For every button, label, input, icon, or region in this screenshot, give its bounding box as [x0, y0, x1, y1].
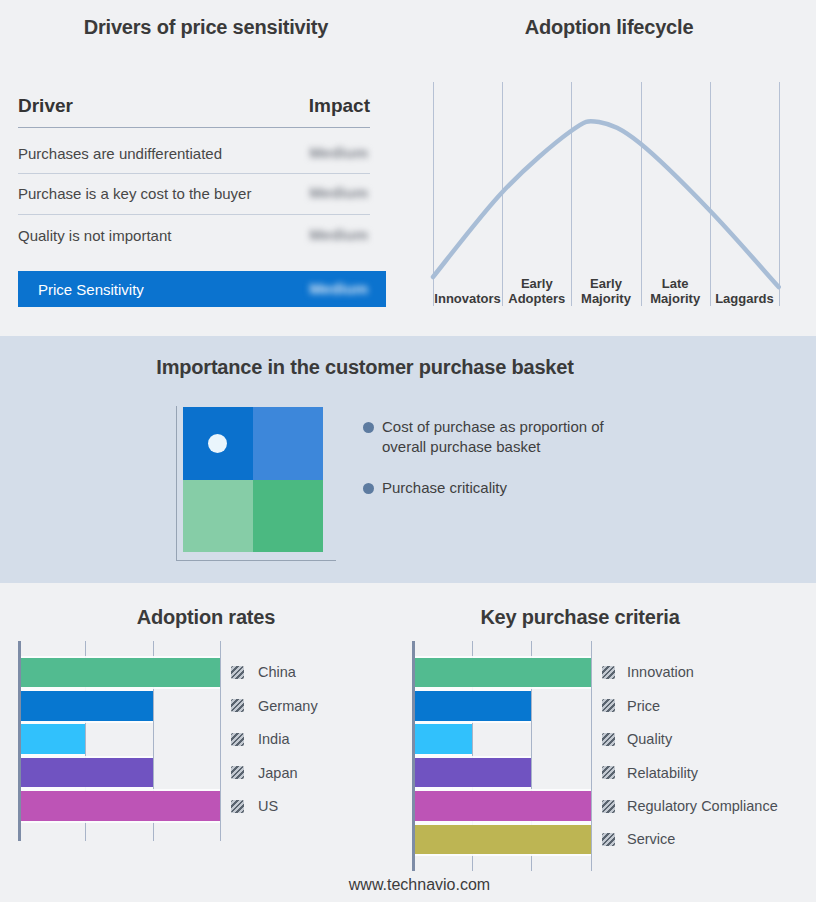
- adoption_rates-bar-China: [21, 658, 220, 688]
- matrix-x-axis: [176, 560, 336, 561]
- key-purchase-criteria-title: Key purchase criteria: [406, 606, 754, 629]
- legend-hatch-swatch: [231, 766, 244, 779]
- legend-item: Germany: [231, 696, 318, 716]
- drivers-title: Drivers of price sensitivity: [0, 16, 412, 39]
- key_purchase_criteria-bar-Quality: [415, 724, 472, 754]
- price-sensitivity-impact: Medium: [309, 280, 368, 298]
- key_purchase_criteria-gridline: [591, 641, 592, 871]
- table-row-driver: Quality is not important: [18, 227, 171, 244]
- infographic-page: Drivers of price sensitivity Driver Impa…: [0, 0, 816, 902]
- legend-label: Germany: [258, 698, 318, 714]
- legend-hatch-swatch: [602, 699, 615, 712]
- key_purchase_criteria-bar-Innovation: [415, 658, 591, 688]
- basket-title: Importance in the customer purchase bask…: [0, 356, 730, 379]
- legend-label: Price: [627, 698, 660, 714]
- legend-item: Quality: [602, 729, 672, 749]
- matrix-cell-top-right: [253, 407, 323, 480]
- legend-item: China: [231, 662, 296, 682]
- legend-hatch-swatch: [602, 800, 615, 813]
- legend-label: China: [258, 664, 296, 680]
- adoption_rates-bar-US: [21, 791, 220, 821]
- matrix-cell-bottom-left: [183, 480, 253, 553]
- table-row-impact: Medium: [240, 184, 368, 202]
- footer-url: www.technavio.com: [0, 876, 816, 894]
- table-row-impact: Medium: [240, 226, 368, 244]
- lifecycle-curve: [430, 100, 782, 300]
- legend-hatch-swatch: [602, 666, 615, 679]
- adoption_rates-bar-India: [21, 724, 86, 754]
- legend-item: Regulatory Compliance: [602, 796, 778, 816]
- legend-label: Relatability: [627, 765, 698, 781]
- legend-label: Service: [627, 831, 675, 847]
- legend-item: Price: [602, 696, 660, 716]
- lifecycle-title: Adoption lifecycle: [406, 16, 812, 39]
- purchase-basket-matrix: [183, 407, 323, 552]
- legend-item: Service: [602, 829, 675, 849]
- bullet-icon: [363, 483, 374, 494]
- legend-item: US: [231, 796, 278, 816]
- bullet-text: Purchase criticality: [382, 478, 637, 498]
- table-row-impact: Medium: [240, 144, 368, 162]
- adoption_rates-gridline: [220, 641, 221, 841]
- key_purchase_criteria-bar-Service: [415, 825, 591, 855]
- column-header-driver: Driver: [18, 95, 73, 117]
- key_purchase_criteria-bar-Regulatory Compliance: [415, 791, 591, 821]
- adoption_rates-bar-Japan: [21, 758, 153, 788]
- legend-item: Japan: [231, 763, 298, 783]
- table-row-driver: Purchases are undifferentiated: [18, 145, 222, 162]
- legend-hatch-swatch: [231, 733, 244, 746]
- bullet-text: Cost of purchase as proportion of overal…: [382, 417, 637, 457]
- adoption-rates-title: Adoption rates: [0, 606, 412, 629]
- legend-label: Japan: [258, 765, 298, 781]
- legend-item: India: [231, 729, 289, 749]
- legend-hatch-swatch: [602, 766, 615, 779]
- legend-item: Innovation: [602, 662, 694, 682]
- position-dot: [208, 434, 227, 453]
- legend-hatch-swatch: [231, 800, 244, 813]
- legend-label: Quality: [627, 731, 672, 747]
- matrix-y-axis: [176, 406, 177, 560]
- key_purchase_criteria-bar-Relatability: [415, 758, 532, 788]
- legend-hatch-swatch: [602, 733, 615, 746]
- price-sensitivity-summary-bar: Price Sensitivity Medium: [18, 271, 386, 307]
- legend-label: Regulatory Compliance: [627, 798, 778, 814]
- table-header-divider: [18, 127, 370, 128]
- legend-hatch-swatch: [231, 699, 244, 712]
- matrix-cell-top-left: [183, 407, 253, 480]
- column-header-impact: Impact: [240, 95, 370, 117]
- legend-hatch-swatch: [602, 833, 615, 846]
- legend-hatch-swatch: [231, 666, 244, 679]
- adoption_rates-bar-Germany: [21, 691, 153, 721]
- legend-label: US: [258, 798, 278, 814]
- table-row-divider: [18, 173, 370, 174]
- legend-label: Innovation: [627, 664, 694, 680]
- table-row-driver: Purchase is a key cost to the buyer: [18, 185, 251, 202]
- key_purchase_criteria-bar-Price: [415, 691, 532, 721]
- price-sensitivity-label: Price Sensitivity: [38, 281, 144, 298]
- bullet-icon: [363, 422, 374, 433]
- table-row-divider: [18, 214, 370, 215]
- legend-item: Relatability: [602, 763, 698, 783]
- matrix-cell-bottom-right: [253, 480, 323, 553]
- legend-label: India: [258, 731, 289, 747]
